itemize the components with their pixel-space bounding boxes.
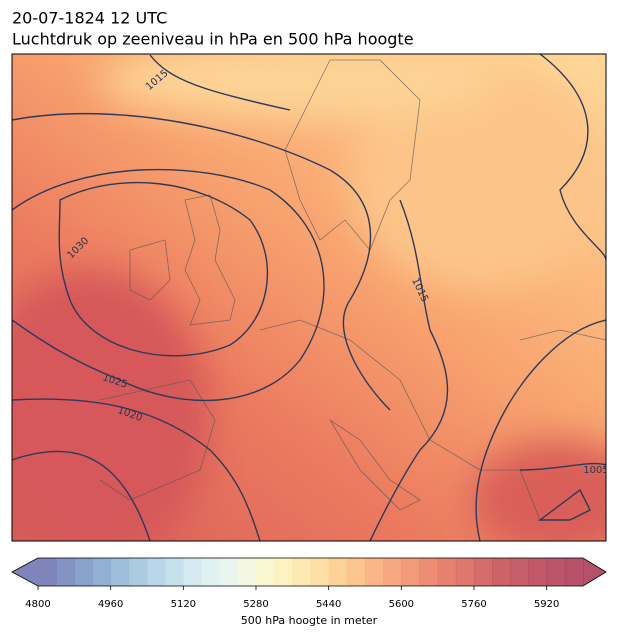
colorbar-swatch — [92, 558, 112, 586]
colorbar-tick-label: 5760 — [461, 599, 486, 610]
colorbar-tick-label: 4800 — [25, 599, 50, 610]
colorbar-tick-label: 5440 — [316, 599, 341, 610]
colorbar-extend-min — [12, 558, 38, 586]
colorbar-swatch — [492, 558, 511, 586]
colorbar-swatch — [292, 558, 311, 586]
colorbar-swatch — [310, 558, 330, 586]
colorbar-outline — [11, 557, 607, 587]
colorbar-swatch — [365, 558, 384, 586]
colorbar-swatch — [346, 558, 366, 586]
colorbar: 4800 4960 5120 5280 5440 5600 5760 5920 — [11, 557, 607, 610]
colorbar-swatch — [74, 558, 93, 586]
colorbar-swatch — [165, 558, 184, 586]
colorbar-swatch — [383, 558, 402, 586]
coastlines — [99, 59, 606, 521]
colorbar-swatch — [128, 558, 148, 586]
colorbar-swatch — [219, 558, 239, 586]
colorbar-swatch — [455, 558, 475, 586]
colorbar-extend-max — [583, 558, 606, 586]
colorbar-swatch — [474, 558, 493, 586]
colorbar-swatch — [564, 558, 584, 586]
colorbar-label: 500 hPa hoogte in meter — [241, 614, 378, 627]
colorbar-swatch — [510, 558, 529, 586]
colorbar-swatch — [328, 558, 348, 586]
colorbar-swatch — [437, 558, 457, 586]
colorbar-tick-label: 5280 — [243, 599, 268, 610]
map-frame — [11, 53, 607, 542]
colorbar-swatch — [201, 558, 221, 586]
colorbar-swatch — [274, 558, 293, 586]
map-subtitle: Luchtdruk op zeeniveau in hPa en 500 hPa… — [12, 30, 414, 49]
map-title: 20-07-1824 12 UTC — [12, 9, 167, 28]
colorbar-swatch — [110, 558, 130, 586]
colorbar-tick-label: 5120 — [171, 599, 196, 610]
colorbar-swatch — [546, 558, 566, 586]
colorbar-swatch — [256, 558, 275, 586]
colorbar-tick-label: 4960 — [98, 599, 123, 610]
map: 1015 1030 1015 1025 1020 1005 — [12, 54, 608, 541]
colorbar-swatch — [401, 558, 420, 586]
colorbar-swatch — [237, 558, 257, 586]
colorbar-swatch — [528, 558, 548, 586]
colorbar-swatch — [147, 558, 166, 586]
colorbar-swatch — [38, 558, 57, 586]
colorbar-tick-label: 5600 — [389, 599, 414, 610]
contour-label: 1005 — [583, 465, 608, 476]
colorbar-swatch — [56, 558, 75, 586]
colorbar-tick-label: 5920 — [534, 599, 559, 610]
colorbar-swatch — [419, 558, 439, 586]
colorbar-swatch — [183, 558, 202, 586]
isobars — [12, 54, 606, 541]
